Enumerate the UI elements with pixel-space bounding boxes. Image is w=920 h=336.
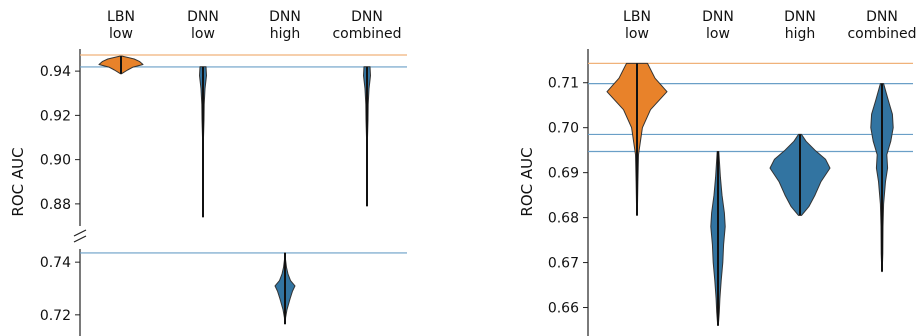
axis-break-mark xyxy=(73,229,87,237)
y-tick-label: 0.70 xyxy=(548,121,579,137)
category-label: DNN combined xyxy=(847,9,916,42)
axis-break-mark xyxy=(73,235,87,243)
category-label: DNN low xyxy=(702,9,734,42)
y-axis-label: ROC AUC xyxy=(9,147,27,216)
y-tick-label: 0.67 xyxy=(548,256,579,272)
right-panel: 0.66 0.67 0.68 0.69 0.70 0.71 ROC AUC LBN low DNN… xyxy=(518,9,917,336)
category-label: DNN high xyxy=(269,9,301,42)
y-tick-label: 0.92 xyxy=(40,108,71,124)
y-axis-label: ROC AUC xyxy=(518,147,536,216)
y-tick-label: 0.68 xyxy=(548,211,579,227)
y-tick-label: 0.90 xyxy=(40,153,71,169)
y-tick-label: 0.72 xyxy=(40,308,71,324)
category-label: DNN low xyxy=(187,9,219,42)
y-tick-label: 0.71 xyxy=(548,76,579,92)
y-tick-label: 0.94 xyxy=(40,64,71,80)
y-tick-label: 0.69 xyxy=(548,166,579,182)
category-label: DNN combined xyxy=(332,9,401,42)
y-tick-label: 0.66 xyxy=(548,301,579,317)
y-tick-label: 0.74 xyxy=(40,255,71,271)
category-label: DNN high xyxy=(784,9,816,42)
left-panel: 0.88 0.90 0.92 0.94 0.72 0.74 ROC AUC LBN low DNN… xyxy=(9,9,407,336)
category-label: LBN low xyxy=(107,9,135,42)
y-tick-label: 0.88 xyxy=(40,197,71,213)
category-label: LBN low xyxy=(623,9,651,42)
